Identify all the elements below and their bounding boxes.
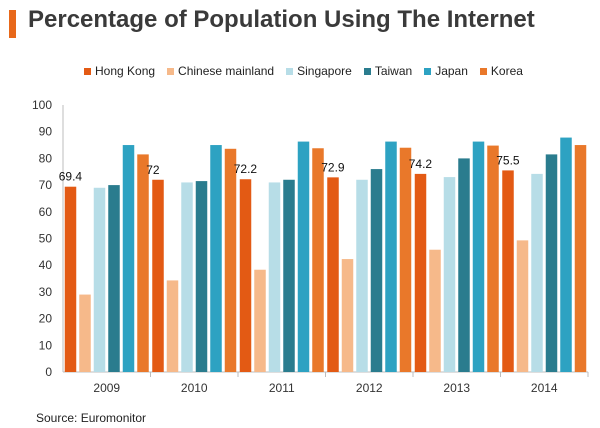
bar — [399, 147, 412, 372]
source-note: Source: Euromonitor — [36, 411, 147, 425]
legend-swatch — [84, 67, 91, 75]
bar — [487, 145, 499, 372]
bar — [195, 181, 208, 372]
legend-swatch — [479, 67, 487, 75]
bar — [254, 269, 266, 372]
legend-label: Hong Kong — [95, 64, 156, 78]
chart-title: Percentage of Population Using The Inter… — [28, 6, 535, 33]
bar-chart: 0 10 20 30 40 50 60 70 80 90 100 69.4 2009 72 2010 72.2… — [32, 98, 589, 395]
bar — [414, 173, 427, 372]
bar — [268, 182, 281, 372]
legend-label: Japan — [435, 64, 468, 78]
bar — [385, 141, 397, 372]
y-tick-label: 40 — [39, 258, 53, 272]
bar — [152, 179, 164, 372]
bar — [64, 186, 77, 372]
y-tick-label: 90 — [39, 125, 53, 139]
legend: Hong Kong Chinese mainland Singapore Taiwan… — [84, 64, 535, 78]
x-tick-label: 2011 — [269, 381, 295, 395]
bar — [516, 240, 529, 372]
bar — [79, 294, 91, 372]
x-tick-label: 2009 — [93, 381, 120, 395]
legend-label: Chinese mainland — [178, 64, 275, 78]
bar — [458, 158, 470, 372]
data-label: 74.2 — [409, 157, 433, 171]
bar — [239, 179, 252, 372]
legend-item: Taiwan — [363, 64, 413, 78]
legend-swatch — [286, 67, 294, 75]
bar — [93, 187, 106, 372]
legend-label: Singapore — [297, 64, 352, 78]
bar — [108, 185, 120, 372]
bar — [181, 182, 193, 372]
bar — [502, 170, 514, 372]
y-tick-label: 70 — [39, 178, 53, 192]
y-tick-label: 0 — [45, 365, 52, 379]
bar — [341, 259, 354, 372]
y-tick-label: 20 — [39, 312, 53, 326]
bar — [574, 145, 587, 372]
legend-label: Taiwan — [374, 64, 413, 78]
bar — [166, 280, 179, 372]
bar — [443, 177, 456, 372]
legend-label: Korea — [490, 64, 523, 78]
data-label: 72.2 — [234, 162, 258, 176]
bar — [137, 154, 149, 372]
legend-item: Chinese mainland — [167, 64, 274, 78]
y-tick-label: 50 — [39, 232, 53, 246]
data-label: 69.4 — [59, 170, 83, 184]
bar — [370, 169, 383, 372]
bar — [531, 173, 543, 372]
bar — [312, 148, 324, 372]
bar — [122, 145, 135, 372]
x-tick-label: 2013 — [443, 381, 470, 395]
y-tick-label: 30 — [39, 285, 53, 299]
x-tick-label: 2012 — [356, 381, 383, 395]
bar — [356, 179, 368, 372]
bar — [224, 148, 237, 372]
title-accent-bar — [9, 10, 16, 38]
bar — [327, 177, 339, 372]
data-label: 75.5 — [496, 153, 520, 167]
y-tick-label: 100 — [32, 98, 52, 112]
bar — [283, 179, 295, 372]
legend-swatch — [167, 67, 175, 75]
y-tick-label: 60 — [39, 205, 53, 219]
x-tick-label: 2014 — [531, 381, 558, 395]
bar — [560, 137, 572, 372]
y-tick-label: 80 — [39, 151, 53, 165]
legend-swatch — [363, 67, 371, 75]
data-label: 72 — [146, 163, 160, 177]
bar — [429, 249, 441, 372]
data-label: 72.9 — [321, 160, 345, 174]
legend-item: Singapore — [286, 64, 352, 78]
legend-item: Japan — [424, 64, 468, 78]
bar — [210, 145, 222, 372]
legend-swatch — [424, 67, 432, 75]
y-tick-label: 10 — [39, 338, 53, 352]
bar — [545, 154, 558, 372]
bar — [297, 141, 310, 372]
x-tick-label: 2010 — [181, 381, 208, 395]
legend-item: Korea — [479, 64, 523, 78]
bar — [472, 141, 485, 372]
legend-item: Hong Kong — [84, 64, 155, 78]
